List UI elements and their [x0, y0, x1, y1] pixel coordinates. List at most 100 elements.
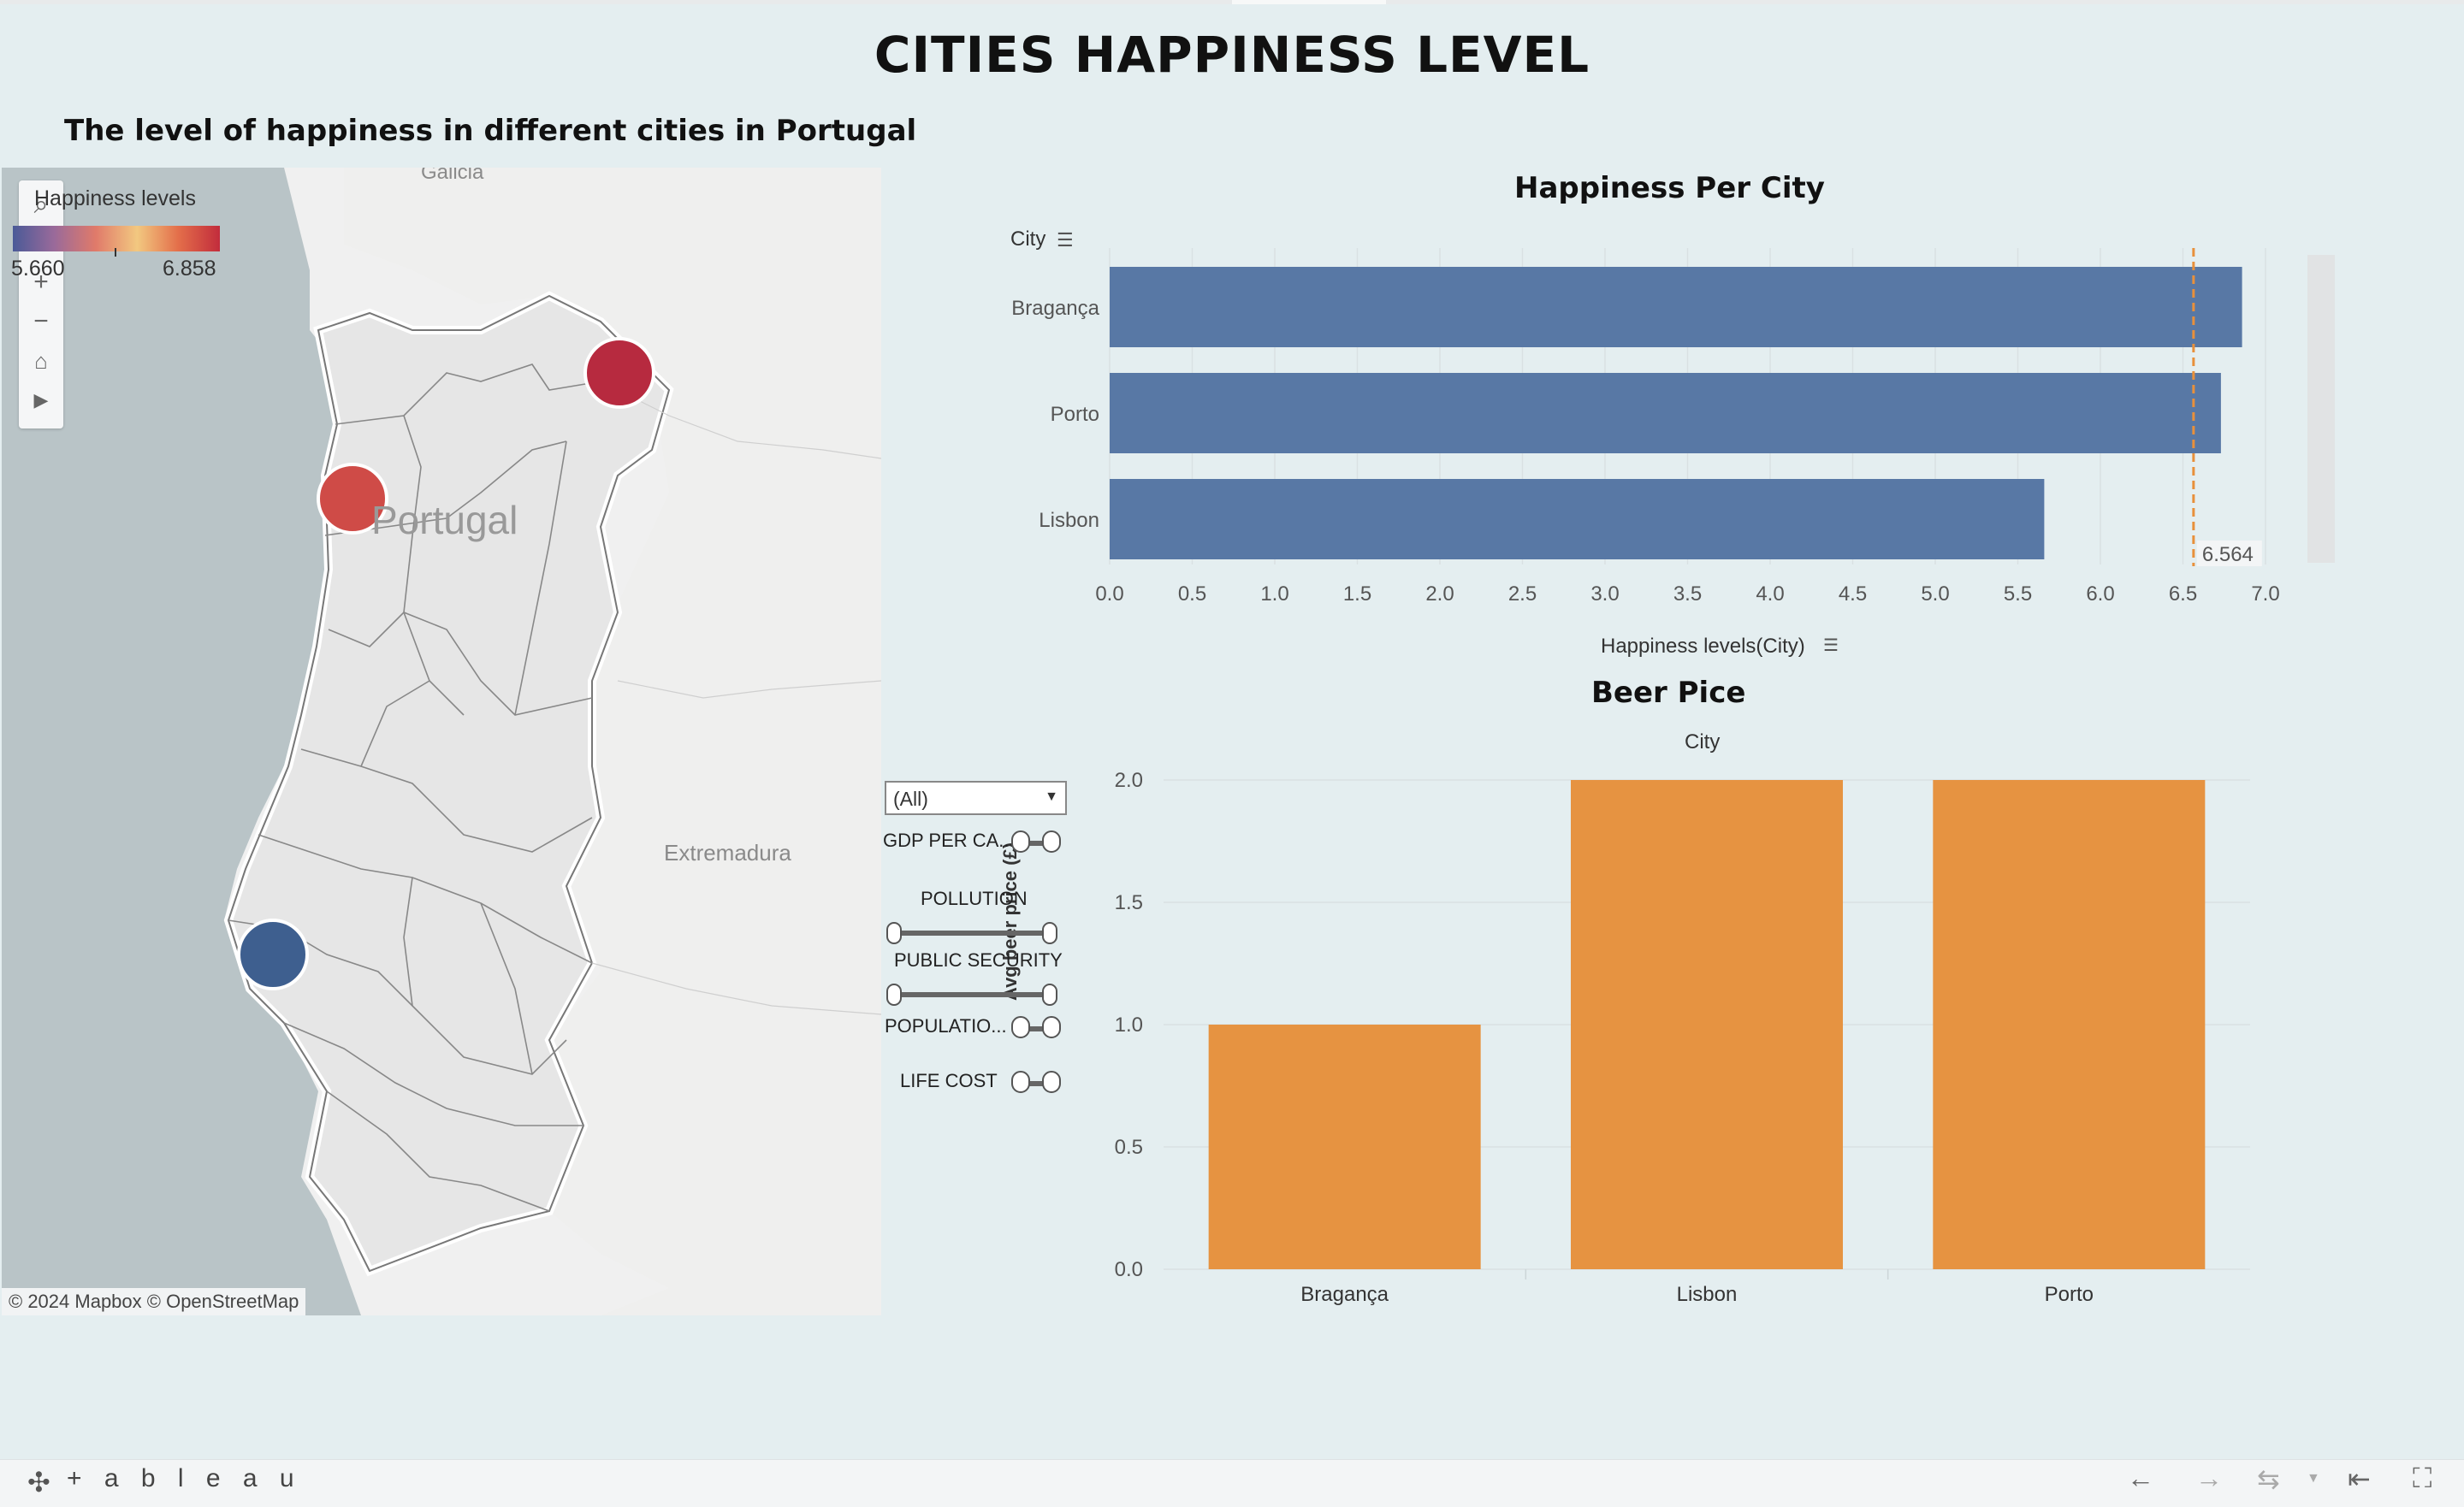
- city-filter-dropdown[interactable]: (All) ▼: [885, 781, 1067, 815]
- filter-label-gdp: GDP PER CA...: [883, 830, 1015, 851]
- beer-chart-title: Beer Pice: [1591, 676, 1746, 710]
- lifecost-slider-max-thumb[interactable]: [1042, 1071, 1061, 1093]
- x-tick-label: 5.0: [1921, 582, 1949, 606]
- x-tick-label: 2.5: [1508, 582, 1537, 606]
- expand-arrow-icon[interactable]: ▶: [33, 389, 49, 411]
- chart-scrollbar[interactable]: [2307, 255, 2335, 563]
- y-tick-label: 1.0: [1115, 1014, 1143, 1037]
- zoom-out-icon[interactable]: −: [33, 307, 49, 335]
- security-slider-track[interactable]: [895, 992, 1054, 997]
- legend-max-value: 6.858: [163, 257, 216, 281]
- beer-bar-porto: [1933, 780, 2206, 1269]
- filter-label-pollution: POLLUTION: [921, 888, 1028, 909]
- revert-icon[interactable]: ⇤: [2348, 1463, 2371, 1494]
- map-canvas[interactable]: [2, 168, 881, 1315]
- x-tick-label: 1.0: [1260, 582, 1288, 606]
- filter-label-population: POPULATIO...: [885, 1015, 1007, 1037]
- redo-arrow-icon[interactable]: →: [2195, 1463, 2223, 1493]
- chevron-down-icon: ▼: [1045, 789, 1058, 804]
- map-panel[interactable]: Galicia Portugal Extremadura: [2, 168, 881, 1315]
- undo-arrow-icon[interactable]: ←: [2127, 1463, 2154, 1493]
- fullscreen-icon[interactable]: ⛶: [2413, 1463, 2432, 1493]
- map-label-extremadura: Extremadura: [664, 840, 791, 866]
- category-label: Lisbon: [1039, 509, 1099, 532]
- x-tick-label: 0.5: [1178, 582, 1206, 606]
- footer-toolbar: [0, 1459, 2464, 1507]
- dropdown-value: (All): [893, 788, 928, 810]
- x-tick-label: 7.0: [2251, 582, 2279, 606]
- population-slider-max-thumb[interactable]: [1042, 1016, 1061, 1038]
- beer-bar-lisbon: [1571, 780, 1843, 1269]
- beer-bar-bragança: [1208, 1025, 1481, 1269]
- legend-min-value: 5.660: [11, 257, 65, 281]
- land-area-spain: [344, 168, 881, 1315]
- axis-sort-icon[interactable]: ☰: [1823, 636, 1839, 655]
- top-border-mark: [1232, 0, 1386, 4]
- beer-category-label: Lisbon: [1677, 1283, 1738, 1306]
- gdp-slider-min-thumb[interactable]: [1011, 830, 1030, 853]
- y-tick-label: 1.5: [1115, 891, 1143, 914]
- replay-dropdown-icon[interactable]: ▼: [2307, 1471, 2320, 1486]
- population-slider-min-thumb[interactable]: [1011, 1016, 1030, 1038]
- tableau-grid-icon: ✣: [27, 1467, 50, 1498]
- sort-icon[interactable]: ☰: [1057, 229, 1074, 251]
- gdp-slider-track[interactable]: [1015, 841, 1054, 846]
- x-tick-label: 3.5: [1673, 582, 1702, 606]
- map-toolbar: ⌕ + − ⌂ ▶: [19, 180, 63, 428]
- x-tick-label: 6.0: [2086, 582, 2114, 606]
- lifecost-slider-track[interactable]: [1015, 1081, 1054, 1086]
- legend-mean-tick: [115, 248, 116, 257]
- tableau-logo[interactable]: + a b l e a u: [67, 1464, 302, 1492]
- happiness-bar-chart: 0.0 0.5 1.0 1.5 2.0 2.5 3.0 3.5 4.0 4.5 5.0 5.5 6.0 6…: [1011, 248, 2280, 606]
- lisbon-bubble: [237, 919, 309, 990]
- happiness-bar-porto: [1110, 373, 2221, 453]
- reference-label-bg: [2196, 541, 2262, 566]
- dashboard-title: CITIES HAPPINESS LEVEL: [874, 26, 1590, 84]
- braganca-bubble: [583, 337, 655, 409]
- legend-title: Happiness levels: [34, 186, 196, 210]
- category-label: Porto: [1051, 403, 1099, 426]
- pollution-slider-max-thumb[interactable]: [1042, 922, 1057, 944]
- gdp-slider-max-thumb[interactable]: [1042, 830, 1061, 853]
- happiness-row-header: City: [1010, 228, 1046, 251]
- home-icon[interactable]: ⌂: [34, 347, 48, 374]
- filter-label-public-security: PUBLIC SECURITY: [894, 949, 1063, 971]
- y-tick-label: 0.0: [1115, 1258, 1143, 1281]
- security-slider-max-thumb[interactable]: [1042, 984, 1057, 1006]
- pollution-slider-min-thumb[interactable]: [886, 922, 902, 944]
- beer-category-label: Bragança: [1300, 1283, 1389, 1306]
- happiness-bar-lisbon: [1110, 479, 2045, 559]
- x-tick-label: 1.5: [1343, 582, 1371, 606]
- x-tick-label: 3.0: [1590, 582, 1619, 606]
- happiness-bar-bragança: [1110, 267, 2242, 347]
- filter-label-life-cost: LIFE COST: [900, 1070, 998, 1091]
- beer-column-header: City: [1685, 730, 1721, 754]
- x-tick-label: 4.0: [1756, 582, 1784, 606]
- y-tick-label: 2.0: [1115, 769, 1143, 792]
- legend-color-ramp: [13, 226, 220, 251]
- y-tick-label: 0.5: [1115, 1136, 1143, 1159]
- zoom-in-icon[interactable]: +: [33, 268, 49, 296]
- beer-bar-chart: 0.0 0.5 1.0 1.5 2.0 Bragança Lisbon Porto: [1115, 769, 2250, 1306]
- map-label-galicia: Galicia: [421, 168, 484, 184]
- pollution-slider-track[interactable]: [895, 931, 1054, 936]
- population-slider-track[interactable]: [1015, 1026, 1054, 1031]
- x-tick-label: 5.5: [2004, 582, 2032, 606]
- x-tick-label: 2.0: [1425, 582, 1454, 606]
- x-tick-label: 4.5: [1839, 582, 1867, 606]
- category-label: Bragança: [1011, 297, 1099, 320]
- beer-category-label: Porto: [2045, 1283, 2094, 1306]
- reference-line-label: 6.564: [2202, 543, 2254, 566]
- map-attribution[interactable]: © 2024 Mapbox © OpenStreetMap: [2, 1288, 306, 1315]
- search-icon[interactable]: ⌕: [33, 191, 49, 219]
- map-label-portugal: Portugal: [371, 498, 518, 542]
- x-tick-label: 0.0: [1095, 582, 1123, 606]
- happiness-chart-title: Happiness Per City: [1514, 171, 1825, 205]
- replay-icon[interactable]: ⇆: [2257, 1463, 2280, 1494]
- beer-y-axis-label: Avg beer price (£): [999, 842, 1021, 1001]
- security-slider-min-thumb[interactable]: [886, 984, 902, 1006]
- happiness-axis-label: Happiness levels(City): [1601, 635, 1805, 658]
- lifecost-slider-min-thumb[interactable]: [1011, 1071, 1030, 1093]
- map-title: The level of happiness in different citi…: [64, 114, 917, 148]
- x-tick-label: 6.5: [2169, 582, 2197, 606]
